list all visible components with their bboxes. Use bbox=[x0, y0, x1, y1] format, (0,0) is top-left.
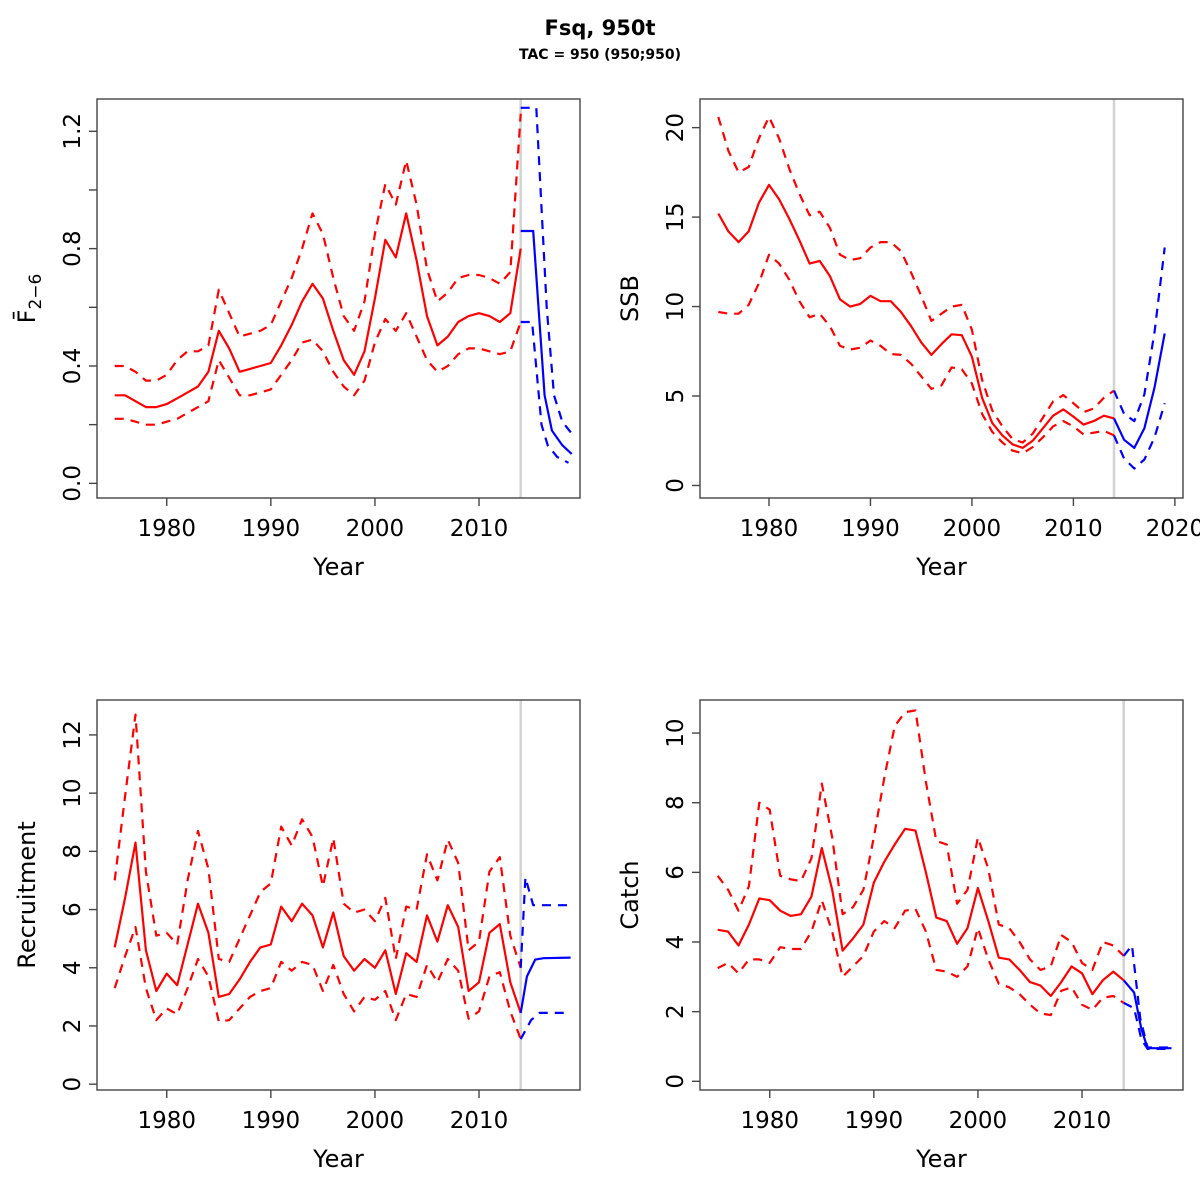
y-tick-label: 5 bbox=[663, 389, 689, 404]
series-ssb-ci-lower-historical bbox=[718, 253, 1115, 455]
series-fbar-ci-upper-projection bbox=[520, 106, 573, 435]
x-tick-label: 1990 bbox=[841, 516, 900, 542]
y-tick-label: 0.4 bbox=[60, 348, 86, 385]
series-fbar-ci-upper-historical bbox=[114, 113, 522, 382]
x-tick-label: 1990 bbox=[845, 1108, 904, 1134]
x-tick-label: 2010 bbox=[450, 516, 509, 542]
series-catch-ci-upper-historical bbox=[716, 709, 1125, 971]
series-catch-ci-lower-historical bbox=[717, 899, 1125, 1017]
series-recruitment-ci-upper-historical bbox=[113, 713, 522, 969]
figure-subtitle: TAC = 950 (950;950) bbox=[519, 47, 681, 63]
x-tick-label: 1990 bbox=[242, 516, 301, 542]
y-tick-label: 15 bbox=[663, 202, 689, 231]
x-tick-label: 2010 bbox=[450, 1108, 509, 1134]
y-axis-title: Recruitment bbox=[13, 821, 41, 968]
x-tick-label: 2000 bbox=[949, 1108, 1008, 1134]
series-fbar-median-projection bbox=[520, 229, 573, 455]
y-tick-label: 10 bbox=[663, 292, 689, 321]
y-tick-label: 8 bbox=[663, 795, 689, 810]
series-fbar-median-historical bbox=[114, 212, 522, 409]
y-tick-label: 1.2 bbox=[60, 113, 86, 150]
x-tick-label: 1980 bbox=[740, 1108, 799, 1134]
x-axis-title: Year bbox=[312, 553, 364, 581]
y-tick-label: 0.8 bbox=[60, 230, 86, 267]
x-axis-title: Year bbox=[915, 553, 967, 581]
plot-frame bbox=[96, 98, 581, 499]
x-tick-label: 1980 bbox=[740, 516, 799, 542]
y-tick-label: 2 bbox=[663, 1004, 689, 1019]
y-tick-label: 10 bbox=[663, 718, 689, 747]
x-tick-label: 2000 bbox=[346, 1108, 405, 1134]
y-tick-label: 6 bbox=[60, 902, 86, 917]
series-fbar-ci-lower-historical bbox=[114, 312, 522, 426]
series-recruitment-median-projection bbox=[519, 956, 571, 1014]
x-tick-label: 1980 bbox=[137, 516, 196, 542]
series-ssb-median-projection bbox=[1113, 333, 1166, 449]
series-catch-ci-lower-projection bbox=[1123, 1001, 1172, 1050]
panel-recruitment-plot: 1980 1990 2000 2010 0 2 4 6 8 10 12 Year Recruitment bbox=[13, 699, 581, 1173]
plot-frame bbox=[699, 699, 1184, 1091]
panel-catch-plot: 1980 1990 2000 2010 0 2 4 6 8 10 Year Catch bbox=[616, 699, 1184, 1173]
plot-frame bbox=[96, 699, 581, 1091]
series-ssb-median-historical bbox=[717, 183, 1115, 449]
y-tick-label: 0 bbox=[60, 1077, 86, 1092]
plot-frame bbox=[699, 98, 1184, 499]
y-tick-label: 12 bbox=[60, 720, 86, 749]
y-tick-label: 4 bbox=[663, 935, 689, 950]
x-tick-label: 2000 bbox=[943, 516, 1002, 542]
series-ssb-ci-lower-projection bbox=[1112, 402, 1166, 470]
y-tick-label: 6 bbox=[663, 865, 689, 880]
panel-ssb-plot: 1980 1990 2000 2010 2020 0 5 10 15 20 Year SSB bbox=[616, 98, 1200, 581]
y-tick-label: 20 bbox=[663, 113, 689, 142]
series-recruitment-ci-upper-projection bbox=[519, 876, 571, 968]
y-axis-title: F̄2−6 bbox=[12, 274, 46, 324]
x-axis-title: Year bbox=[915, 1145, 967, 1173]
series-ssb-ci-upper-projection bbox=[1112, 247, 1166, 423]
x-tick-label: 1990 bbox=[242, 1108, 301, 1134]
series-catch-median-historical bbox=[717, 827, 1125, 998]
y-tick-label: 8 bbox=[60, 844, 86, 859]
y-tick-label: 0.0 bbox=[60, 465, 86, 502]
y-axis-title: Catch bbox=[616, 860, 644, 929]
y-tick-label: 0 bbox=[663, 1074, 689, 1089]
y-tick-label: 10 bbox=[60, 778, 86, 807]
panel-fbar-plot: 1980 1990 2000 2010 0.0 0.4 0.8 1.2 Year F̄2−6 bbox=[12, 98, 581, 581]
y-axis-title: SSB bbox=[616, 275, 644, 322]
x-tick-label: 1980 bbox=[137, 1108, 196, 1134]
series-catch-ci-upper-projection bbox=[1122, 944, 1172, 1049]
series-catch-median-projection bbox=[1122, 979, 1172, 1050]
x-axis-title: Year bbox=[312, 1145, 364, 1173]
x-tick-label: 2010 bbox=[1044, 516, 1103, 542]
y-tick-label: 2 bbox=[60, 1019, 86, 1034]
series-recruitment-ci-lower-projection bbox=[519, 1011, 571, 1040]
series-recruitment-median-historical bbox=[113, 841, 522, 1014]
x-tick-label: 2010 bbox=[1053, 1108, 1112, 1134]
y-tick-label: 4 bbox=[60, 960, 86, 975]
series-ssb-ci-upper-historical bbox=[717, 115, 1115, 444]
x-tick-label: 2000 bbox=[346, 516, 405, 542]
y-tick-label: 0 bbox=[663, 478, 689, 493]
x-tick-label: 2020 bbox=[1146, 516, 1200, 542]
figure-title: Fsq, 950t bbox=[544, 16, 656, 40]
